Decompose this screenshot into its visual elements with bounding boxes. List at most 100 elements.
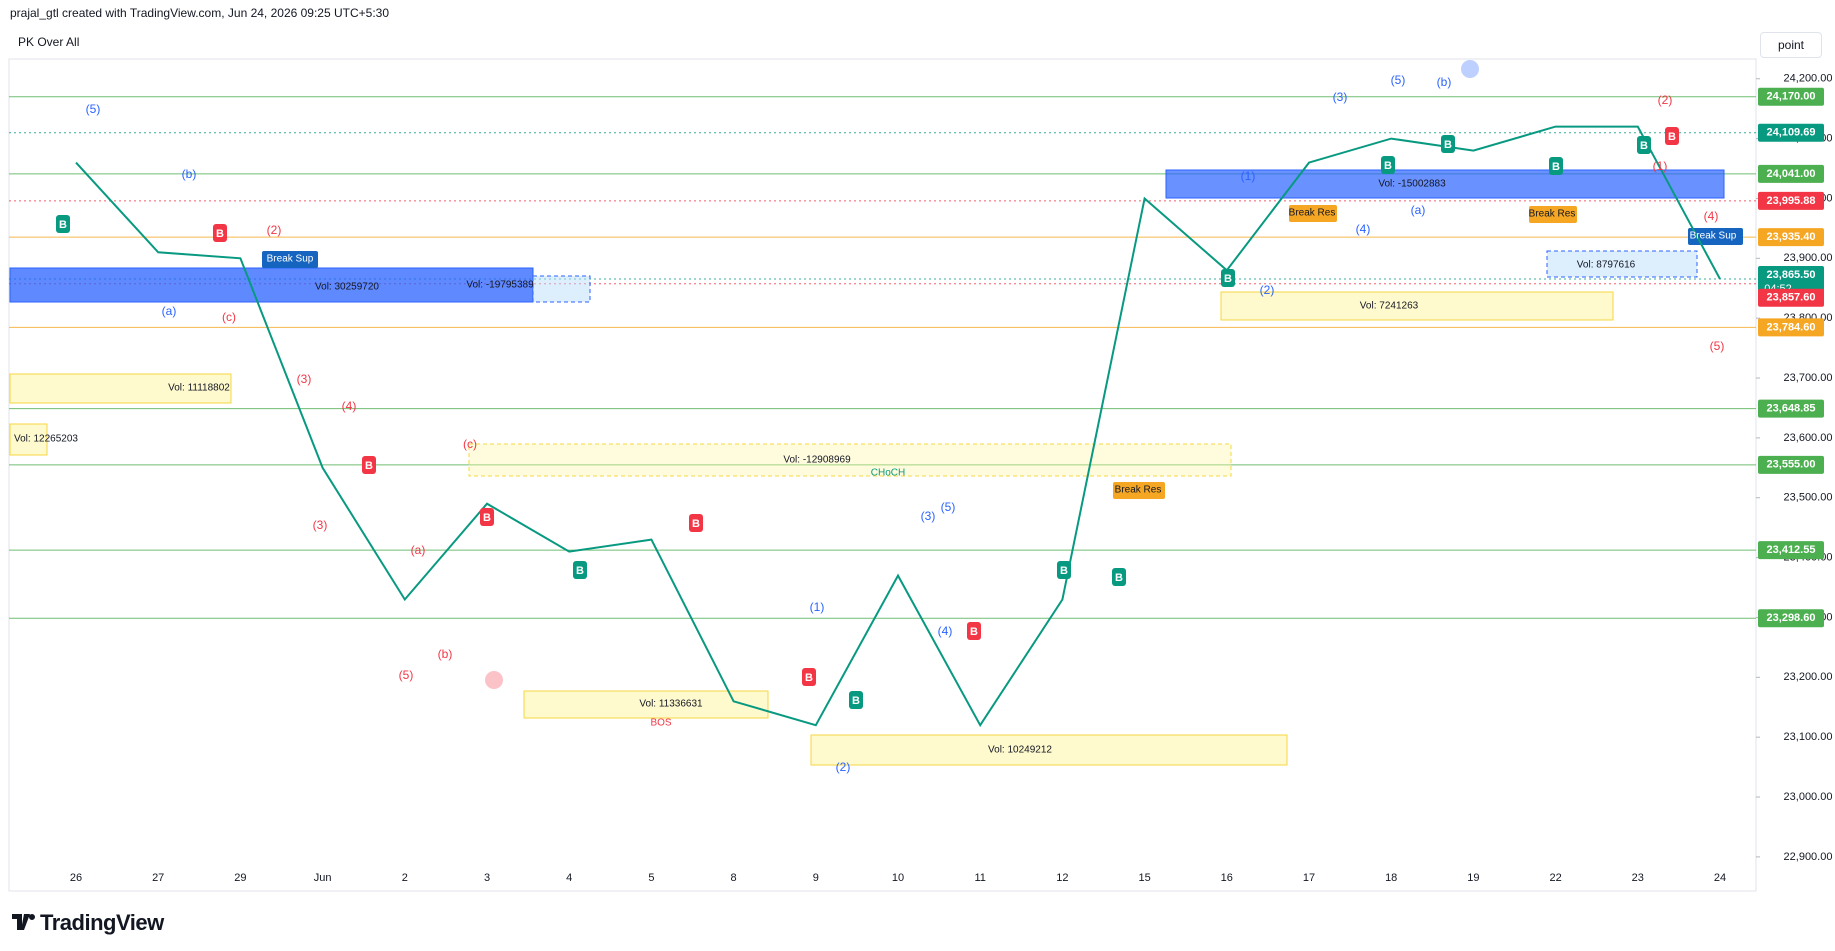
- annotation: Vol: -19795389: [466, 280, 534, 291]
- wave-label: (5): [86, 102, 101, 116]
- price-tag-label: 24,109.69: [1767, 127, 1816, 139]
- signal: B: [1552, 161, 1560, 173]
- x-tick-label: 12: [1056, 872, 1068, 884]
- wave-label: (c): [463, 437, 477, 451]
- x-tick-label: 22: [1549, 872, 1561, 884]
- price-tag-label: 23,865.50: [1767, 269, 1816, 281]
- wave-label: (b): [1437, 75, 1452, 89]
- wave-label: (3): [313, 518, 328, 532]
- zone: [1113, 482, 1165, 499]
- signal-box: [56, 215, 70, 233]
- x-tick-label: 8: [731, 872, 737, 884]
- indicator-name: PK Over All: [18, 35, 80, 49]
- price-tag: [1758, 318, 1824, 337]
- wave-label: (c): [222, 310, 236, 324]
- signal: B: [852, 695, 860, 707]
- marker-dot: [485, 671, 503, 689]
- wave-label: (5): [941, 500, 956, 514]
- signal: B: [1444, 139, 1452, 151]
- price-tag-label: 24,041.00: [1767, 168, 1816, 180]
- wave-label: (3): [1333, 90, 1348, 104]
- wave-label: (a): [1411, 203, 1426, 217]
- y-tick-label: 23,900.00: [1784, 252, 1833, 264]
- scale-button[interactable]: point: [1760, 32, 1822, 58]
- x-tick-label: 27: [152, 872, 164, 884]
- price-tag-label: 24,170.00: [1767, 91, 1816, 103]
- signal: B: [576, 565, 584, 577]
- signal-box: [689, 514, 703, 532]
- signal-box: [573, 561, 587, 579]
- annotation: Break Res: [1529, 209, 1576, 220]
- annotation: Vol: 12265203: [14, 434, 78, 445]
- price-tag: [1758, 609, 1824, 628]
- price-tag: [1758, 455, 1824, 474]
- x-tick-label: 29: [234, 872, 246, 884]
- signal: B: [1224, 273, 1232, 285]
- x-tick-label: 3: [484, 872, 490, 884]
- signal-box: [1381, 156, 1395, 174]
- x-tick-label: 9: [813, 872, 819, 884]
- price-tag-label: 23,555.00: [1767, 459, 1816, 471]
- annotation: Break Res: [1289, 208, 1336, 219]
- signal-box: [1637, 136, 1651, 154]
- x-tick-label: 5: [648, 872, 654, 884]
- zone: [1688, 228, 1743, 245]
- annotation: Break Res: [1115, 485, 1162, 496]
- signal: B: [1115, 572, 1123, 584]
- annotation: CHoCH: [871, 468, 905, 479]
- y-tick-label: 23,100.00: [1784, 731, 1833, 743]
- zone: [9, 423, 48, 456]
- signal: B: [970, 626, 978, 638]
- wave-label: (4): [1704, 209, 1719, 223]
- x-tick-label: 10: [892, 872, 904, 884]
- wave-label: (2): [836, 760, 851, 774]
- zone: [262, 251, 318, 268]
- wave-label: (2): [1260, 283, 1275, 297]
- wave-label: (5): [1391, 73, 1406, 87]
- wave-label: (4): [1356, 222, 1371, 236]
- signal-box: [480, 508, 494, 526]
- annotation: Break Sup: [267, 254, 314, 265]
- price-tag-label: 23,995.88: [1767, 195, 1816, 207]
- logo: [12, 914, 35, 930]
- price-tag: [1758, 228, 1824, 247]
- annotation: Vol: 30259720: [315, 282, 379, 293]
- annotation: Vol: 10249212: [988, 745, 1052, 756]
- signal-box: [1221, 269, 1235, 287]
- annotation: Vol: 11118802: [168, 383, 230, 394]
- zone: [1529, 206, 1577, 223]
- wave-label: (3): [297, 372, 312, 386]
- brand: TradingView: [40, 910, 164, 935]
- zone: [1289, 205, 1337, 222]
- annotation: Break Sup: [1690, 231, 1737, 242]
- y-tick-label: 24,200.00: [1784, 73, 1833, 85]
- x-tick-label: 23: [1632, 872, 1644, 884]
- y-tick-label: 23,000.00: [1784, 791, 1833, 803]
- signal-box: [362, 456, 376, 474]
- annotation: Vol: 8797616: [1577, 260, 1636, 271]
- wave-label: (2): [1658, 93, 1673, 107]
- x-tick-label: 2: [402, 872, 408, 884]
- wave-label: (1): [1241, 169, 1256, 183]
- y-tick-label: 23,500.00: [1784, 492, 1833, 504]
- wave-label: (1): [1653, 159, 1668, 173]
- signal: B: [216, 228, 224, 240]
- price-tag-label: 23,298.60: [1767, 612, 1816, 624]
- price-tag: [1758, 123, 1824, 142]
- zone: [810, 734, 1288, 766]
- x-tick-label: 19: [1467, 872, 1479, 884]
- price-tag: [1758, 164, 1824, 183]
- x-tick-label: 18: [1385, 872, 1397, 884]
- price-tag: [1758, 288, 1824, 307]
- signal-box: [1549, 157, 1563, 175]
- x-tick-label: Jun: [314, 872, 332, 884]
- signal: B: [483, 512, 491, 524]
- x-tick-label: 11: [974, 872, 985, 884]
- signal-box: [213, 224, 227, 242]
- zone: [468, 443, 1232, 477]
- signal-box: [1112, 568, 1126, 586]
- x-tick-label: 24: [1714, 872, 1726, 884]
- x-tick-label: 4: [566, 872, 572, 884]
- signal: B: [692, 518, 700, 530]
